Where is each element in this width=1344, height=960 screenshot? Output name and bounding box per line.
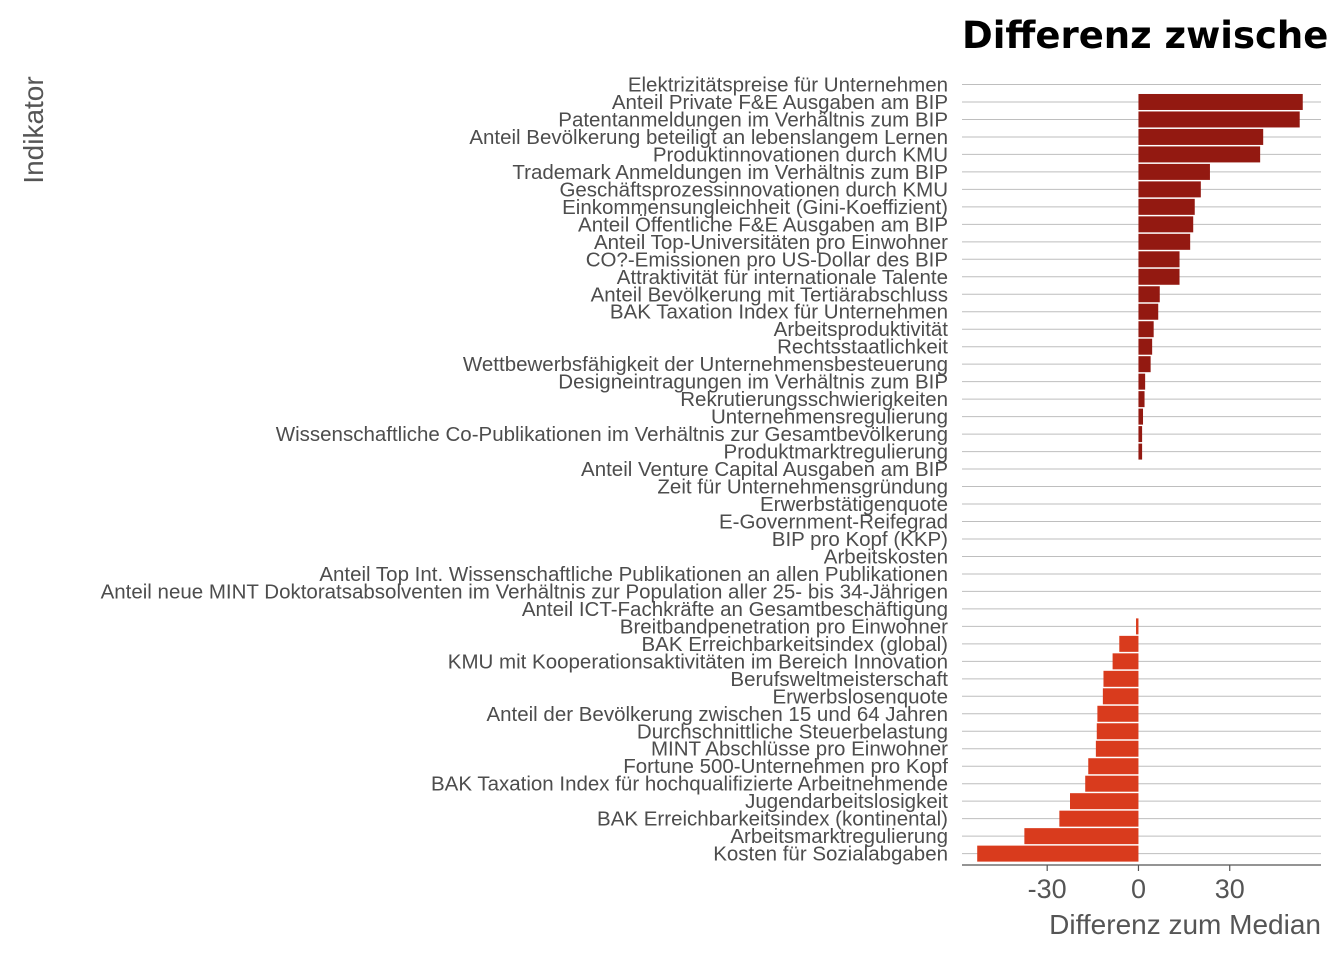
category-label: Erwerbstätigenquote: [760, 493, 948, 516]
bar: [1138, 216, 1194, 233]
category-label: Durchschnittliche Steuerbelastung: [637, 720, 948, 743]
bar: [1138, 303, 1159, 320]
bar: [1096, 723, 1139, 740]
bar: [1138, 163, 1210, 180]
bar: [1138, 321, 1154, 338]
category-label: Einkommensungleichheit (Gini-Koeffizient…: [562, 196, 948, 219]
category-label: Wettbewerbsfähigkeit der Unternehmensbes…: [463, 353, 948, 376]
x-tick-label: 30: [1215, 874, 1245, 904]
bar: [1138, 111, 1300, 128]
category-label: MINT Abschlüsse pro Einwohner: [651, 738, 948, 761]
category-label: Anteil Private F&E Ausgaben am BIP: [612, 91, 948, 114]
category-label: BAK Erreichbarkeitsindex (global): [642, 633, 949, 656]
bar: [1059, 810, 1139, 827]
bar: [1070, 793, 1139, 810]
bar: [1138, 426, 1143, 443]
category-label: Anteil Öffentliche F&E Ausgaben am BIP: [578, 213, 948, 236]
category-label: Anteil Top Int. Wissenschaftliche Publik…: [319, 563, 948, 586]
x-tick-label: 0: [1131, 874, 1146, 904]
category-label: Geschäftsprozessinnovationen durch KMU: [559, 178, 948, 201]
category-label: Trademark Anmeldungen im Verhältnis zum …: [512, 161, 948, 184]
category-label: E-Government-Reifegrad: [719, 511, 948, 534]
bar: [1085, 775, 1139, 792]
bar: [1138, 146, 1261, 163]
category-label: Unternehmensregulierung: [711, 406, 948, 429]
category-label: Rechtsstaatlichkeit: [777, 336, 948, 359]
bar: [1138, 268, 1180, 285]
bar: [1119, 635, 1139, 652]
category-label: Designeintragungen im Verhältnis zum BIP: [558, 371, 948, 394]
bar: [1097, 705, 1139, 722]
bar: [977, 845, 1139, 862]
bar: [1095, 740, 1139, 757]
bar: [1088, 758, 1139, 775]
bar: [1024, 828, 1139, 845]
bar: [1138, 233, 1191, 250]
category-label: Jugendarbeitslosigkeit: [745, 790, 948, 813]
category-label: Produktmarktregulierung: [724, 441, 948, 464]
category-label: KMU mit Kooperationsaktivitäten im Berei…: [448, 650, 948, 673]
category-label: Anteil der Bevölkerung zwischen 15 und 6…: [486, 703, 948, 726]
x-tick-label: -30: [1028, 874, 1067, 904]
category-label: Arbeitsmarktregulierung: [730, 825, 948, 848]
x-axis-title: Differenz zum Median: [1049, 909, 1321, 940]
category-label: Anteil Venture Capital Ausgaben am BIP: [581, 458, 948, 481]
category-label: Anteil ICT-Fachkräfte an Gesamtbeschäfti…: [522, 598, 948, 621]
category-label: Anteil Bevölkerung beteiligt an lebensla…: [469, 126, 948, 149]
category-label: Elektrizitätspreise für Unternehmen: [628, 74, 948, 97]
bar: [1102, 688, 1139, 705]
category-label: Kosten für Sozialabgaben: [713, 843, 948, 866]
bar: [1138, 93, 1303, 110]
bar: [1138, 356, 1151, 373]
bar: [1138, 128, 1264, 145]
category-label: BAK Taxation Index für Unternehmen: [610, 301, 948, 324]
category-label: BIP pro Kopf (KKP): [772, 528, 948, 551]
category-label: Rekrutierungsschwierigkeiten: [680, 388, 948, 411]
category-label: BAK Taxation Index für hochqualifizierte…: [431, 773, 948, 796]
category-label: Anteil Bevölkerung mit Tertiärabschluss: [591, 283, 948, 306]
category-label: Produktinnovationen durch KMU: [653, 143, 948, 166]
category-label: Anteil Top-Universitäten pro Einwohner: [594, 231, 948, 254]
category-label: Arbeitskosten: [824, 545, 948, 568]
bar: [1136, 618, 1139, 635]
bar: [1138, 286, 1160, 303]
bar: [1138, 443, 1143, 460]
bar: [1138, 181, 1201, 198]
category-label: Erwerbslosenquote: [773, 685, 949, 708]
bar: [1103, 670, 1139, 687]
bar: [1112, 653, 1139, 670]
category-label: BAK Erreichbarkeitsindex (kontinental): [597, 808, 948, 831]
category-label: Anteil neue MINT Doktoratsabsolventen im…: [101, 580, 948, 603]
category-label: Breitbandpenetration pro Einwohner: [620, 615, 948, 638]
category-label: Wissenschaftliche Co-Publikationen im Ve…: [276, 423, 948, 446]
category-label: Attraktivität für internationale Talente: [617, 266, 948, 289]
bar: [1138, 391, 1145, 408]
category-label: Arbeitsproduktivität: [774, 318, 949, 341]
bar: [1138, 198, 1195, 215]
bar: [1138, 408, 1144, 425]
bar: [1138, 373, 1146, 390]
category-label: Patentanmeldungen im Verhältnis zum BIP: [558, 108, 948, 131]
category-label: Zeit für Unternehmensgründung: [657, 476, 948, 499]
category-label: Fortune 500-Unternehmen pro Kopf: [623, 755, 948, 778]
category-label: CO?-Emissionen pro US-Dollar des BIP: [586, 248, 948, 271]
chart-title: Differenz zwische: [962, 14, 1329, 57]
category-label: Berufsweltmeisterschaft: [730, 668, 948, 691]
bar: [1138, 251, 1180, 268]
bar: [1138, 338, 1153, 355]
